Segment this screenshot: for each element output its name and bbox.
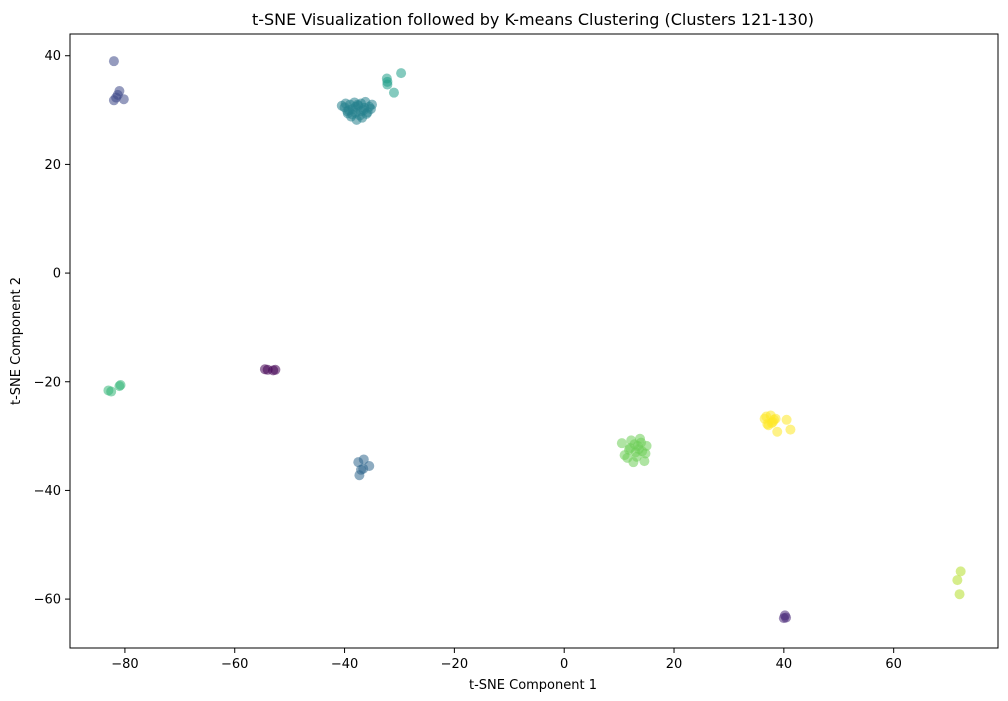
data-point [388, 87, 399, 98]
y-tick-label: 0 [53, 267, 61, 282]
data-point [118, 94, 129, 105]
x-axis-label: t-SNE Component 1 [469, 678, 597, 693]
data-point [106, 386, 117, 397]
data-point [954, 589, 965, 600]
data-point [785, 424, 796, 435]
data-point [772, 426, 783, 437]
y-tick-label: −20 [34, 375, 61, 390]
data-point [639, 456, 650, 467]
plot-points [103, 56, 966, 624]
data-point [622, 452, 633, 463]
x-tick-label: 20 [666, 657, 683, 672]
data-point [270, 364, 281, 375]
data-point [616, 438, 627, 449]
data-point [396, 68, 407, 79]
data-point [115, 380, 126, 391]
plot-frame [69, 33, 999, 649]
data-point [350, 101, 361, 112]
y-tick-label: 20 [44, 158, 61, 173]
data-point [340, 98, 351, 109]
data-point [358, 463, 369, 474]
y-axis-label: t-SNE Component 2 [9, 277, 24, 405]
x-tick-label: 40 [776, 657, 793, 672]
data-point [781, 414, 792, 425]
x-tick-label: −60 [221, 657, 248, 672]
y-tick-label: 40 [44, 49, 61, 64]
data-point [108, 56, 119, 67]
x-axis: −80 −60 −40 −20 0 20 40 60 [111, 648, 902, 672]
data-point [766, 418, 777, 429]
data-point [761, 411, 772, 422]
data-point [781, 612, 792, 623]
x-tick-label: 60 [885, 657, 902, 672]
x-tick-label: 0 [560, 657, 568, 672]
y-tick-label: −60 [34, 593, 61, 608]
x-tick-label: −80 [111, 657, 138, 672]
chart-title: t-SNE Visualization followed by K-means … [252, 10, 814, 29]
data-point [382, 79, 393, 90]
x-tick-label: −20 [441, 657, 468, 672]
data-point [342, 108, 353, 119]
data-point [358, 454, 369, 465]
data-point [365, 103, 376, 114]
data-point [955, 566, 966, 577]
data-point [111, 92, 122, 103]
data-point [640, 448, 651, 459]
y-axis: −60 −40 −20 0 20 40 [34, 49, 70, 608]
y-tick-label: −40 [34, 484, 61, 499]
x-tick-label: −40 [331, 657, 358, 672]
data-point [631, 451, 642, 462]
data-point [952, 575, 963, 586]
